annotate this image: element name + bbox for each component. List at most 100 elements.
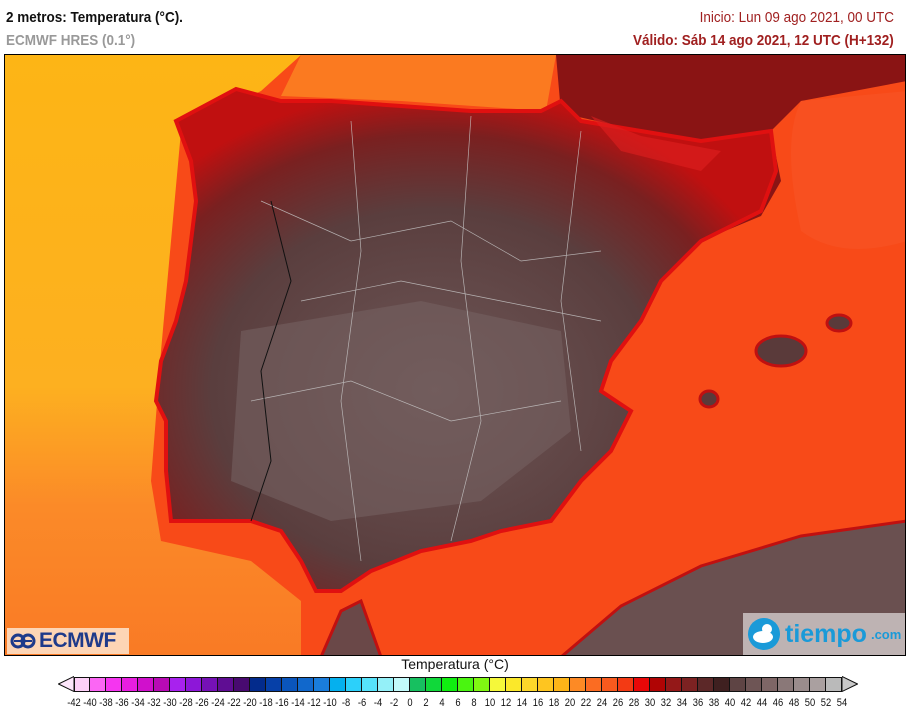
colorbar-swatch [586, 676, 602, 692]
colorbar-tick-label: -14 [291, 697, 305, 709]
colorbar-swatch [810, 676, 826, 692]
temperature-map[interactable]: ECMWF tiempo .com [4, 54, 906, 656]
colorbar-swatch [650, 676, 666, 692]
colorbar-swatch [522, 676, 538, 692]
colorbar-swatch [170, 676, 186, 692]
colorbar-tick-label: -42 [67, 697, 81, 709]
colorbar-swatch [666, 676, 682, 692]
colorbar-swatch [362, 676, 378, 692]
colorbar-tick-label: 16 [532, 697, 544, 709]
colorbar-tick-label: -10 [323, 697, 337, 709]
colorbar-tick-label: 26 [612, 697, 624, 709]
colorbar-tick-label: -36 [115, 697, 129, 709]
colorbar-swatch [90, 676, 106, 692]
colorbar-tick-label: 44 [756, 697, 768, 709]
colorbar-swatch [538, 676, 554, 692]
colorbar-swatch [794, 676, 810, 692]
model-name: ECMWF HRES (0.1°) [6, 32, 136, 49]
bay-of-biscay [281, 55, 556, 111]
colorbar-swatch [234, 676, 250, 692]
colorbar-under-arrow [58, 676, 74, 692]
colorbar-swatch [554, 676, 570, 692]
colorbar-tick-label: 48 [788, 697, 800, 709]
colorbar-tick-label: 28 [628, 697, 640, 709]
colorbar-tick-label: 24 [596, 697, 608, 709]
colorbar-tick-label: 30 [644, 697, 656, 709]
colorbar-tick-label: -28 [179, 697, 193, 709]
colorbar-swatch [698, 676, 714, 692]
colorbar-tick-label: -18 [259, 697, 273, 709]
valid-time: Válido: Sáb 14 ago 2021, 12 UTC (H+132) [633, 32, 894, 49]
colorbar-swatch [378, 676, 394, 692]
colorbar-swatch [442, 676, 458, 692]
tiempo-logo: tiempo .com [743, 613, 905, 655]
colorbar-swatch [298, 676, 314, 692]
colorbar-tick-label: 8 [471, 697, 477, 709]
ecmwf-logo: ECMWF [7, 628, 129, 654]
colorbar-tick-label: -32 [147, 697, 161, 709]
colorbar-tick-label: 34 [676, 697, 688, 709]
colorbar-tick-label: 20 [564, 697, 576, 709]
colorbar-swatch [106, 676, 122, 692]
colorbar-tick-label: -2 [389, 697, 399, 709]
colorbar-swatch [314, 676, 330, 692]
portugal-border [250, 200, 292, 522]
colorbar-swatch [154, 676, 170, 692]
colorbar-tick-label: -34 [131, 697, 145, 709]
colorbar-tick-label: 2 [423, 697, 429, 709]
colorbar-tick-label: 6 [455, 697, 461, 709]
colorbar-swatch [330, 676, 346, 692]
colorbar-tick-label: 42 [740, 697, 752, 709]
colorbar-swatch [490, 676, 506, 692]
colorbar-swatch [762, 676, 778, 692]
colorbar-swatch [618, 676, 634, 692]
colorbar-tick-label: 38 [708, 697, 720, 709]
mallorca [754, 334, 808, 368]
colorbar-swatch [826, 676, 842, 692]
colorbar-tick-label: -16 [275, 697, 289, 709]
colorbar-swatch [202, 676, 218, 692]
colorbar-swatch [410, 676, 426, 692]
colorbar-swatch [730, 676, 746, 692]
colorbar-tick-label: -30 [163, 697, 177, 709]
ibiza [698, 389, 720, 409]
colorbar-tick-label: 14 [516, 697, 528, 709]
colorbar-tick-label: -38 [99, 697, 113, 709]
colorbar-tick-label: 54 [836, 697, 848, 709]
colorbar-title: Temperatura (°C) [401, 656, 509, 672]
colorbar-tick-label: -20 [243, 697, 257, 709]
colorbar-tick-label: 52 [820, 697, 832, 709]
init-time: Inicio: Lun 09 ago 2021, 00 UTC [699, 9, 894, 26]
gulf-of-lion [791, 91, 905, 249]
map-title: 2 metros: Temperatura (°C). [6, 9, 183, 26]
colorbar-tick-label: -24 [211, 697, 225, 709]
colorbar-tick-label: 4 [439, 697, 445, 709]
pyrenees [591, 116, 721, 171]
colorbar-tick-label: -26 [195, 697, 209, 709]
colorbar-swatch [138, 676, 154, 692]
colorbar-swatch [426, 676, 442, 692]
colorbar-swatch [266, 676, 282, 692]
atlantic-ocean [5, 55, 301, 655]
colorbar [58, 676, 858, 692]
colorbar-swatch [394, 676, 410, 692]
colorbar-tick-label: 36 [692, 697, 704, 709]
colorbar-swatch [634, 676, 650, 692]
colorbar-swatch [346, 676, 362, 692]
colorbar-over-arrow [842, 676, 858, 692]
map-canvas [5, 55, 905, 655]
colorbar-swatch [458, 676, 474, 692]
colorbar-swatch [74, 676, 90, 692]
colorbar-tick-label: -4 [373, 697, 383, 709]
colorbar-swatch [746, 676, 762, 692]
colorbar-tick-label: -40 [83, 697, 97, 709]
colorbar-swatch [778, 676, 794, 692]
menorca [825, 313, 853, 333]
colorbar-tick-label: -6 [357, 697, 367, 709]
colorbar-tick-label: -22 [227, 697, 241, 709]
colorbar-tick-label: 40 [724, 697, 736, 709]
colorbar-tick-label: 46 [772, 697, 784, 709]
cloud-sun-icon [748, 618, 780, 650]
colorbar-tick-label: -12 [307, 697, 321, 709]
north-africa-west [320, 598, 382, 655]
